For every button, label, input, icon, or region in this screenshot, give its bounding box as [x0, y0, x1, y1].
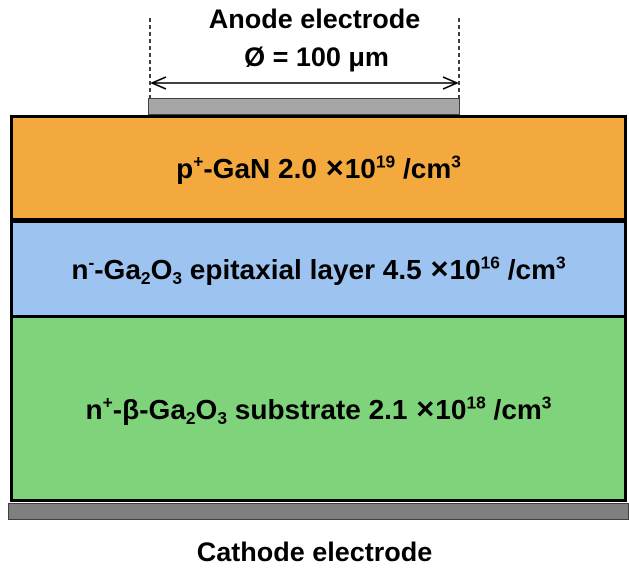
cathode-electrode-label: Cathode electrode: [196, 537, 433, 567]
n-epitaxial-layer-label: n--Ga2O3 epitaxial layer 4.5 ×1016 /cm3: [71, 251, 566, 289]
p-gan-layer-label: p+-GaN 2.0 ×1019 /cm3: [176, 150, 461, 185]
p-gan-layer: p+-GaN 2.0 ×1019 /cm3: [10, 115, 627, 221]
dimension-annotation: [149, 18, 460, 98]
anode-diameter-label: Ø = 100 μm: [244, 42, 389, 72]
anode-electrode-label: Anode electrode: [208, 4, 421, 34]
substrate-layer-label: n+-β-Ga2O3 substrate 2.1 ×1018 /cm3: [85, 390, 552, 428]
dimension-right-arrowhead: [442, 76, 459, 90]
n-ga2o3-epitaxial-layer: n--Ga2O3 epitaxial layer 4.5 ×1016 /cm3: [10, 220, 627, 318]
anode-electrode-pad: [148, 98, 460, 115]
dimension-left-arrowhead: [150, 76, 167, 90]
cathode-electrode-pad: [8, 503, 629, 520]
n-beta-ga2o3-substrate-layer: n+-β-Ga2O3 substrate 2.1 ×1018 /cm3: [10, 315, 627, 502]
